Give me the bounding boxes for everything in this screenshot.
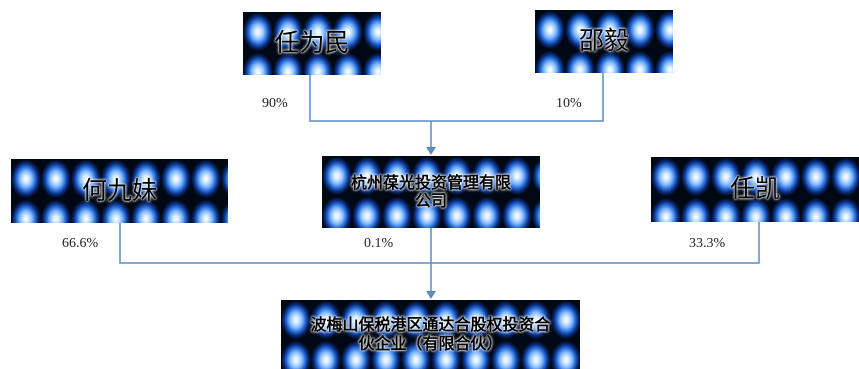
edge-shao-yi-to-hangzhou <box>431 72 604 122</box>
node-he-jiumei-label: 何九妹 <box>81 175 157 205</box>
pct-hangzhou-mgmt: 0.1% <box>364 236 394 251</box>
node-ren-weimin: 任为民 <box>243 12 381 75</box>
node-hangzhou-mgmt-label: 杭州葆光投资管理有限公司 <box>350 172 511 210</box>
pct-he-jiumei: 66.6% <box>62 236 99 251</box>
node-ren-kai: 任凯 <box>651 157 859 222</box>
edge-he-jiumei-to-partnership <box>119 223 431 264</box>
node-he-jiumei: 何九妹 <box>11 159 228 223</box>
node-shao-yi: 邵毅 <box>535 10 673 73</box>
pct-ren-weimin: 90% <box>262 96 288 111</box>
node-ren-weimin-label: 任为民 <box>274 28 350 58</box>
node-ningbo-partnership-label: 波梅山保税港区通达合股权投资合伙企业（有限合伙） <box>310 315 551 353</box>
arrow-partnership <box>426 291 436 299</box>
pct-shao-yi: 10% <box>556 96 582 111</box>
node-shao-yi-label: 邵毅 <box>578 26 629 56</box>
edge-ren-kai-to-partnership <box>431 222 760 264</box>
arrow-hangzhou <box>426 147 436 155</box>
node-ningbo-partnership: 波梅山保税港区通达合股权投资合伙企业（有限合伙） <box>281 300 580 369</box>
edge-ren-weimin-to-hangzhou <box>309 74 431 122</box>
node-hangzhou-mgmt: 杭州葆光投资管理有限公司 <box>322 156 540 228</box>
pct-ren-kai: 33.3% <box>689 236 726 251</box>
node-ren-kai-label: 任凯 <box>729 174 780 204</box>
